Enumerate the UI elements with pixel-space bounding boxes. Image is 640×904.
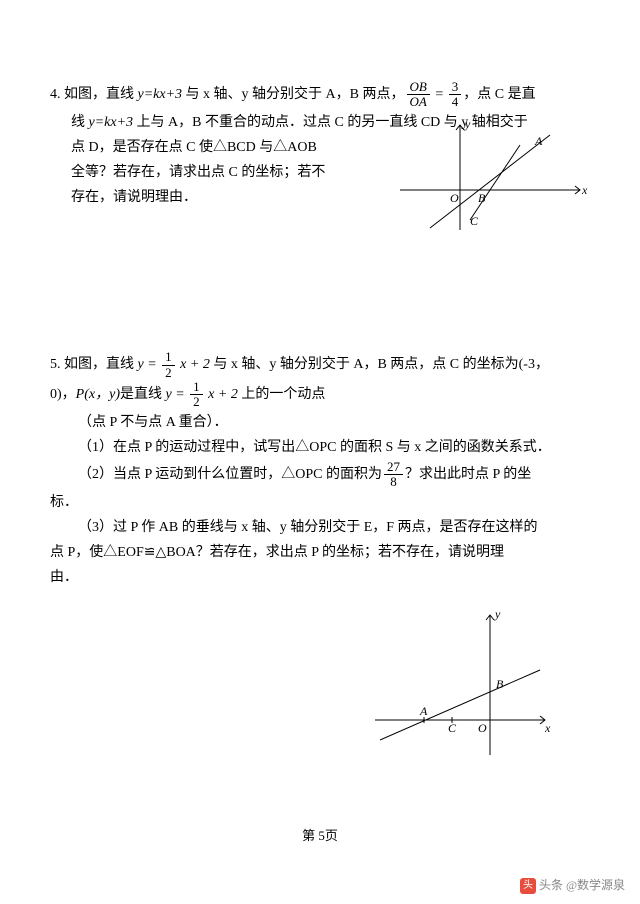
fig4-B: B [478, 191, 486, 205]
problem-5-body: 5. 如图，直线 y = 12 x + 2 与 x 轴、y 轴分别交于 A，B … [50, 350, 590, 590]
figure-5: y x O A B C [370, 610, 550, 760]
p5-frac1: 12 [162, 350, 175, 380]
p4-t1c: ，点 C 是直 [463, 87, 535, 102]
p5-q2b: ？求出此时点 P 的坐 [405, 467, 531, 482]
p4-t4: 全等？若存在，请求出点 C 的坐标；若不 [71, 165, 325, 180]
fig4-y: y [464, 117, 471, 131]
p4-eq-sign: = [432, 87, 447, 102]
p5-t2b: P(x，y) [76, 387, 120, 402]
p5-num: 5. [50, 357, 61, 372]
p4-frac2: 34 [449, 80, 462, 110]
p5-t1b: 与 x 轴、y 轴分别交于 A，B 两点，点 C 的坐标为(-3， [210, 357, 549, 372]
p5-q2fn: 27 [384, 460, 403, 475]
watermark-text: 头条 @数学源泉 [539, 878, 625, 892]
p5-eq1post: x + 2 [177, 357, 210, 372]
p5-f2d: 2 [190, 395, 203, 409]
fig4-O: O [450, 191, 459, 205]
p5-q2c: 标． [50, 495, 78, 510]
fig4-C: C [470, 214, 479, 228]
p4-frac2-den: 4 [449, 95, 462, 109]
p4-num: 4. [50, 87, 61, 102]
p4-t3: 点 D，是否存在点 C 使△BCD 与△AOB [71, 140, 317, 155]
p4-t2a: 线 [71, 115, 89, 130]
p5-t3: （点 P 不与点 A 重合）． [78, 415, 228, 430]
fig4-x: x [581, 183, 588, 197]
problem-4: 4. 如图，直线 y=kx+3 与 x 轴、y 轴分别交于 A，B 两点，OBO… [50, 80, 590, 210]
p4-eq1: y=kx+3 [138, 87, 183, 102]
fig5-y: y [494, 607, 501, 621]
p4-frac1-num: OB [407, 80, 430, 95]
p5-t2c: 是直线 [120, 387, 166, 402]
fig5-C: C [448, 721, 457, 735]
p5-f1d: 2 [162, 366, 175, 380]
p5-q1: （1）在点 P 的运动过程中，试写出△OPC 的面积 S 与 x 之间的函数关系… [78, 440, 551, 455]
p5-q3a: （3）过 P 作 AB 的垂线与 x 轴、y 轴分别交于 E，F 两点，是否存在… [78, 520, 538, 535]
page-number: 第 5页 [0, 825, 640, 844]
p5-f1n: 1 [162, 350, 175, 365]
p5-frac2: 12 [190, 380, 203, 410]
p5-q2fd: 8 [384, 475, 403, 489]
p4-frac1: OBOA [407, 80, 430, 110]
p5-t2a: 0)， [50, 387, 76, 402]
p5-q3c: 由． [50, 570, 78, 585]
p4-t5: 存在，请说明理由． [71, 190, 197, 205]
fig5-x: x [544, 721, 551, 735]
p5-eq2p: y = [165, 387, 188, 402]
p5-t2d: 上的一个动点 [238, 387, 326, 402]
p4-t1a: 如图，直线 [64, 87, 138, 102]
watermark: 头 头条 @数学源泉 [520, 876, 625, 894]
fig5-O: O [478, 721, 487, 735]
p4-frac1-den: OA [407, 95, 430, 109]
p4-eq2: y=kx+3 [89, 115, 134, 130]
fig5-A: A [419, 704, 428, 718]
p4-t1b: 与 x 轴、y 轴分别交于 A，B 两点， [182, 87, 404, 102]
p5-q2-frac: 278 [384, 460, 403, 490]
p5-eq1p: y = [138, 357, 161, 372]
fig4-A: A [534, 134, 543, 148]
toutiao-icon: 头 [520, 878, 536, 894]
p5-q3b: 点 P，使△EOF≌△BOA？若存在，求出点 P 的坐标；若不存在，请说明理 [50, 545, 504, 560]
p5-eq2post: x + 2 [205, 387, 238, 402]
fig5-B: B [496, 677, 504, 691]
p5-f2n: 1 [190, 380, 203, 395]
figure-4: y x O A B C [390, 120, 590, 240]
p4-frac2-num: 3 [449, 80, 462, 95]
problem-5: 5. 如图，直线 y = 12 x + 2 与 x 轴、y 轴分别交于 A，B … [50, 350, 590, 590]
p5-t1a: 如图，直线 [61, 357, 138, 372]
p5-q2a: （2）当点 P 运动到什么位置时，△OPC 的面积为 [78, 467, 382, 482]
